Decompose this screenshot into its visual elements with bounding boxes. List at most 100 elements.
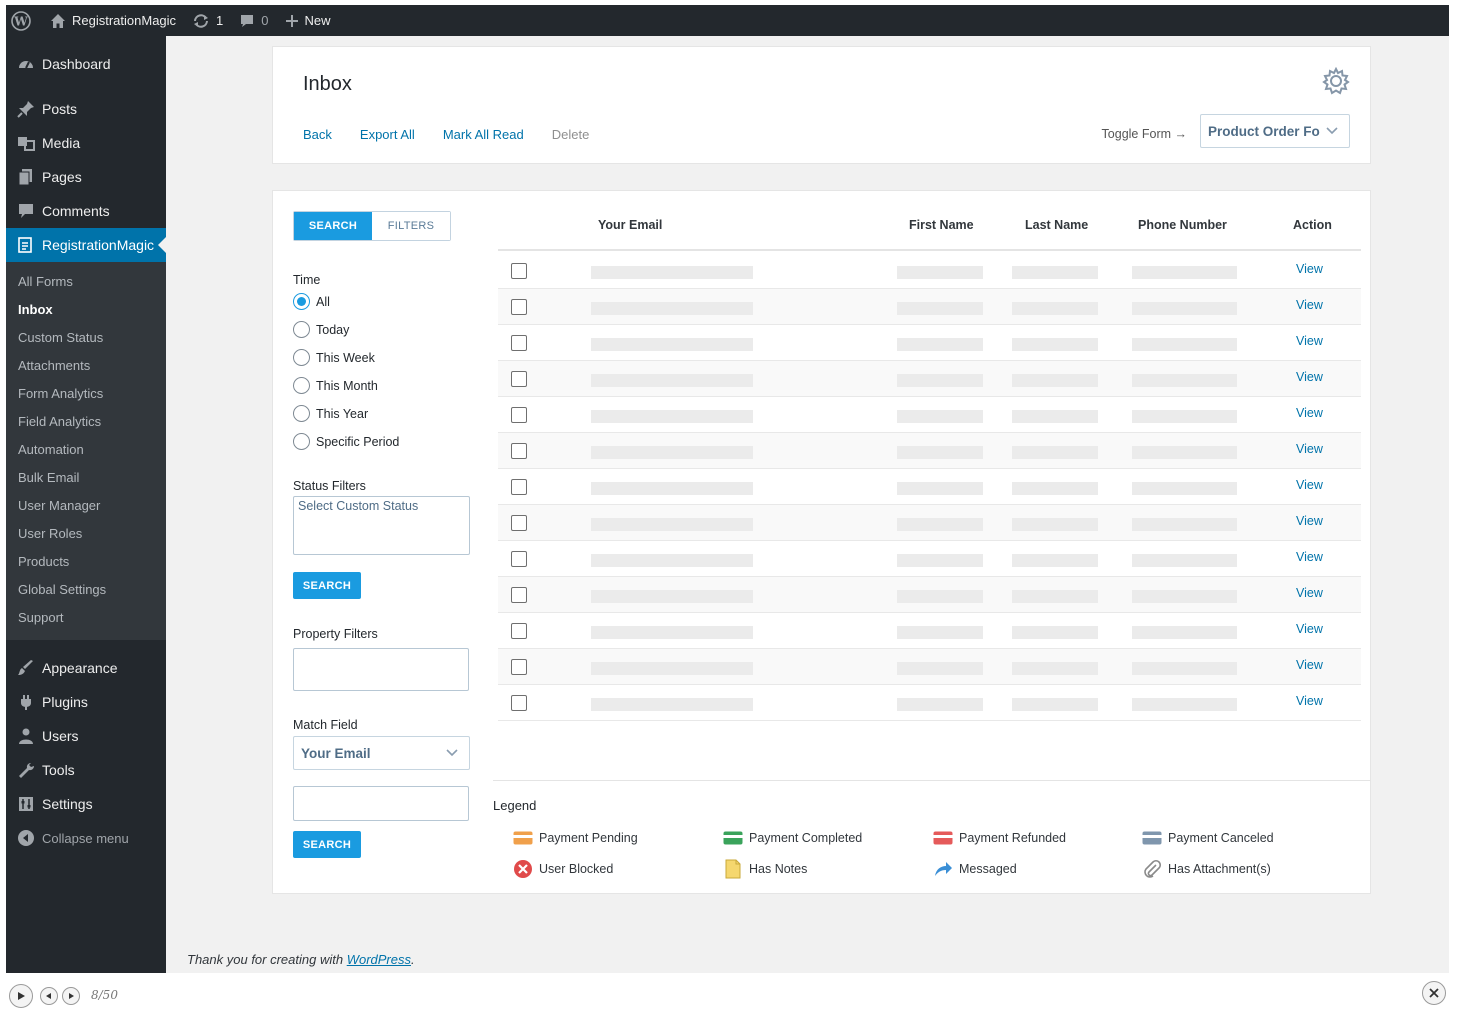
view-link[interactable]: View bbox=[1296, 406, 1323, 420]
menu-plugins[interactable]: Plugins bbox=[6, 685, 166, 719]
status-search-button[interactable]: SEARCH bbox=[293, 572, 361, 599]
menu-appearance[interactable]: Appearance bbox=[6, 651, 166, 685]
view-link[interactable]: View bbox=[1296, 694, 1323, 708]
gear-icon[interactable] bbox=[1322, 66, 1350, 98]
view-link[interactable]: View bbox=[1296, 262, 1323, 276]
time-option-today[interactable]: Today bbox=[293, 321, 349, 338]
view-link[interactable]: View bbox=[1296, 298, 1323, 312]
submenu-field-analytics[interactable]: Field Analytics bbox=[18, 414, 102, 429]
back-link[interactable]: Back bbox=[303, 127, 332, 142]
email-placeholder bbox=[591, 518, 753, 531]
mark-all-read-link[interactable]: Mark All Read bbox=[442, 127, 524, 142]
menu-pages[interactable]: Pages bbox=[6, 160, 166, 194]
time-option-specific-period[interactable]: Specific Period bbox=[293, 433, 399, 450]
form-select-dropdown[interactable]: Product Order Fo bbox=[1200, 114, 1350, 148]
submenu-products[interactable]: Products bbox=[18, 554, 70, 569]
export-all-link[interactable]: Export All bbox=[359, 127, 415, 142]
row-checkbox[interactable] bbox=[511, 659, 527, 675]
row-checkbox[interactable] bbox=[511, 695, 527, 711]
row-checkbox[interactable] bbox=[511, 335, 527, 351]
view-link[interactable]: View bbox=[1296, 514, 1323, 528]
menu-users[interactable]: Users bbox=[6, 719, 166, 753]
menu-posts[interactable]: Posts bbox=[6, 92, 166, 126]
submenu-support[interactable]: Support bbox=[18, 610, 64, 625]
submenu-user-manager[interactable]: User Manager bbox=[18, 498, 101, 513]
row-checkbox[interactable] bbox=[511, 515, 527, 531]
tab-search[interactable]: SEARCH bbox=[294, 212, 372, 240]
updates-link[interactable]: 1 bbox=[184, 5, 231, 36]
submenu-attachments[interactable]: Attachments bbox=[18, 358, 91, 373]
legend-has-attachments: Has Attachment(s) bbox=[1142, 859, 1271, 879]
view-link[interactable]: View bbox=[1296, 478, 1323, 492]
menu-tools[interactable]: Tools bbox=[6, 753, 166, 787]
row-checkbox[interactable] bbox=[511, 407, 527, 423]
submenu-custom-status[interactable]: Custom Status bbox=[18, 330, 104, 345]
comments-link[interactable]: 0 bbox=[231, 5, 276, 36]
row-checkbox[interactable] bbox=[511, 623, 527, 639]
column-first-name[interactable]: First Name bbox=[909, 218, 974, 232]
column-phone-number[interactable]: Phone Number bbox=[1138, 218, 1227, 232]
row-checkbox[interactable] bbox=[511, 443, 527, 459]
row-checkbox[interactable] bbox=[511, 263, 527, 279]
delete-link[interactable]: Delete bbox=[551, 127, 590, 142]
property-filter-input[interactable] bbox=[293, 648, 469, 691]
submenu-automation[interactable]: Automation bbox=[18, 442, 84, 457]
time-option-all[interactable]: All bbox=[293, 293, 330, 310]
site-name: RegistrationMagic bbox=[72, 13, 177, 28]
menu-registrationmagic[interactable]: RegistrationMagic bbox=[6, 228, 166, 262]
view-link[interactable]: View bbox=[1296, 586, 1323, 600]
menu-media[interactable]: Media bbox=[6, 126, 166, 160]
view-link[interactable]: View bbox=[1296, 370, 1323, 384]
submenu-all-forms[interactable]: All Forms bbox=[18, 274, 73, 289]
row-checkbox[interactable] bbox=[511, 299, 527, 315]
view-link[interactable]: View bbox=[1296, 622, 1323, 636]
match-value-input[interactable] bbox=[293, 786, 469, 821]
next-button[interactable] bbox=[62, 987, 80, 1005]
play-button[interactable] bbox=[9, 984, 33, 1008]
custom-status-select[interactable]: Select Custom Status bbox=[293, 496, 470, 555]
column-last-name[interactable]: Last Name bbox=[1025, 218, 1089, 232]
email-placeholder bbox=[591, 338, 753, 351]
view-link[interactable]: View bbox=[1296, 658, 1323, 672]
new-label: New bbox=[304, 13, 331, 28]
menu-comments[interactable]: Comments bbox=[6, 194, 166, 228]
pages-icon bbox=[16, 167, 36, 187]
menu-settings[interactable]: Settings bbox=[6, 787, 166, 821]
last-name-placeholder bbox=[1012, 626, 1098, 639]
collapse-menu-button[interactable]: Collapse menu bbox=[6, 821, 166, 855]
phone-placeholder bbox=[1132, 590, 1237, 603]
time-option-this-week[interactable]: This Week bbox=[293, 349, 375, 366]
tab-filters[interactable]: FILTERS bbox=[372, 212, 450, 240]
row-checkbox[interactable] bbox=[511, 551, 527, 567]
time-option-this-year[interactable]: This Year bbox=[293, 405, 368, 422]
wp-admin-window: W RegistrationMagic 1 0 New Dashboard Po… bbox=[6, 5, 1449, 973]
view-link[interactable]: View bbox=[1296, 550, 1323, 564]
submenu-global-settings[interactable]: Global Settings bbox=[18, 582, 107, 597]
column-your-email[interactable]: Your Email bbox=[598, 218, 663, 232]
view-link[interactable]: View bbox=[1296, 334, 1323, 348]
new-content-link[interactable]: New bbox=[277, 5, 339, 36]
menu-dashboard[interactable]: Dashboard bbox=[6, 47, 166, 81]
time-option-this-month[interactable]: This Month bbox=[293, 377, 378, 394]
email-placeholder bbox=[591, 626, 753, 639]
admin-bar: W RegistrationMagic 1 0 New bbox=[6, 5, 1449, 36]
row-checkbox[interactable] bbox=[511, 479, 527, 495]
row-checkbox[interactable] bbox=[511, 587, 527, 603]
row-checkbox[interactable] bbox=[511, 371, 527, 387]
wordpress-logo-icon[interactable]: W bbox=[6, 5, 42, 36]
view-link[interactable]: View bbox=[1296, 442, 1323, 456]
legend-payment-completed: Payment Completed bbox=[723, 831, 862, 845]
submenu-form-analytics[interactable]: Form Analytics bbox=[18, 386, 104, 401]
wordpress-link[interactable]: WordPress bbox=[346, 952, 411, 967]
submenu-bulk-email[interactable]: Bulk Email bbox=[18, 470, 80, 485]
wrench-icon bbox=[16, 760, 36, 780]
match-search-button[interactable]: SEARCH bbox=[293, 831, 361, 858]
last-name-placeholder bbox=[1012, 374, 1098, 387]
site-name-link[interactable]: RegistrationMagic bbox=[42, 5, 184, 36]
submenu-user-roles[interactable]: User Roles bbox=[18, 526, 83, 541]
toggle-form-label[interactable]: Toggle Form → bbox=[1101, 127, 1187, 141]
close-button[interactable] bbox=[1422, 981, 1446, 1005]
previous-button[interactable] bbox=[40, 987, 58, 1005]
match-field-select[interactable]: Your Email bbox=[293, 736, 470, 770]
submenu-inbox[interactable]: Inbox bbox=[18, 302, 53, 317]
